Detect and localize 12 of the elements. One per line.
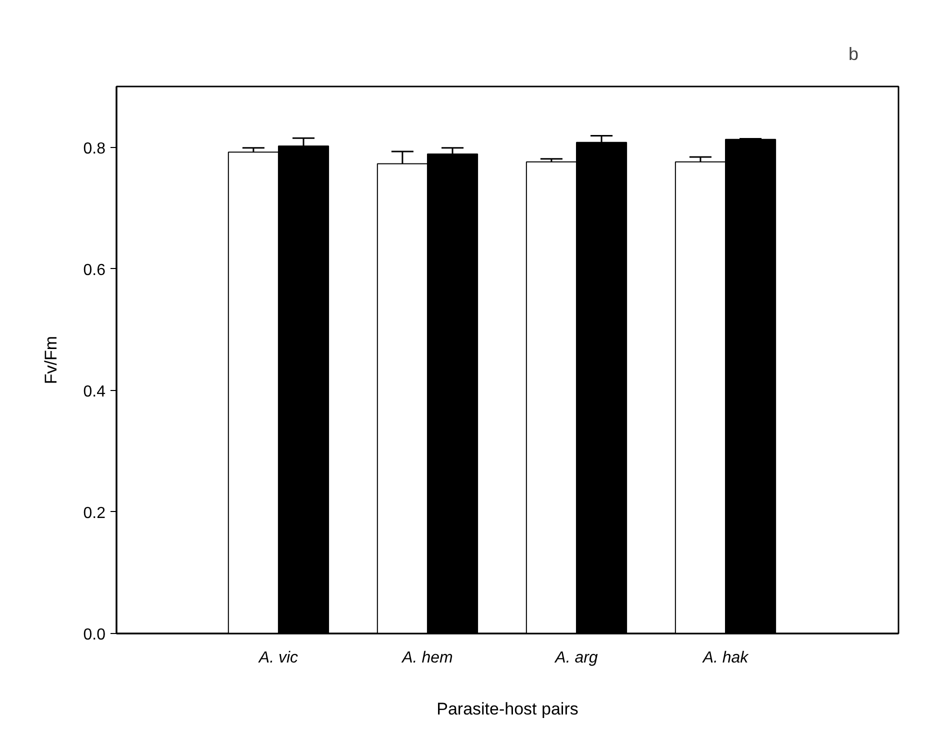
text: b: [848, 44, 859, 64]
y-tick-label: 0.2: [83, 504, 106, 522]
x-tick-label: A. vic: [258, 650, 298, 666]
x-axis-title: Parasite-host pairs: [436, 700, 578, 718]
y-tick-label: 0.8: [83, 140, 106, 158]
x-tick-label: A. arg: [554, 650, 598, 666]
y-tick-label: 0.6: [83, 262, 106, 279]
y-tick-label: 0.0: [83, 626, 106, 644]
y-axis-title: Fv/Fm: [41, 336, 60, 384]
y-tick-label: 0.4: [83, 383, 106, 400]
x-tick-label: A. hem: [401, 650, 453, 666]
x-tick-label: A. hak: [702, 650, 750, 666]
